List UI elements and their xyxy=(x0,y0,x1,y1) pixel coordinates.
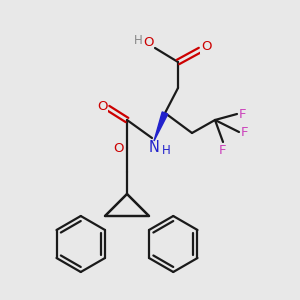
Text: F: F xyxy=(239,107,247,121)
Text: O: O xyxy=(114,142,124,154)
Text: O: O xyxy=(201,40,211,53)
Polygon shape xyxy=(154,112,168,141)
Text: N: N xyxy=(148,140,159,155)
Text: O: O xyxy=(143,37,153,50)
Text: H: H xyxy=(162,145,170,158)
Text: F: F xyxy=(219,143,227,157)
Text: O: O xyxy=(97,100,107,112)
Text: H: H xyxy=(134,34,142,46)
Text: F: F xyxy=(241,125,249,139)
